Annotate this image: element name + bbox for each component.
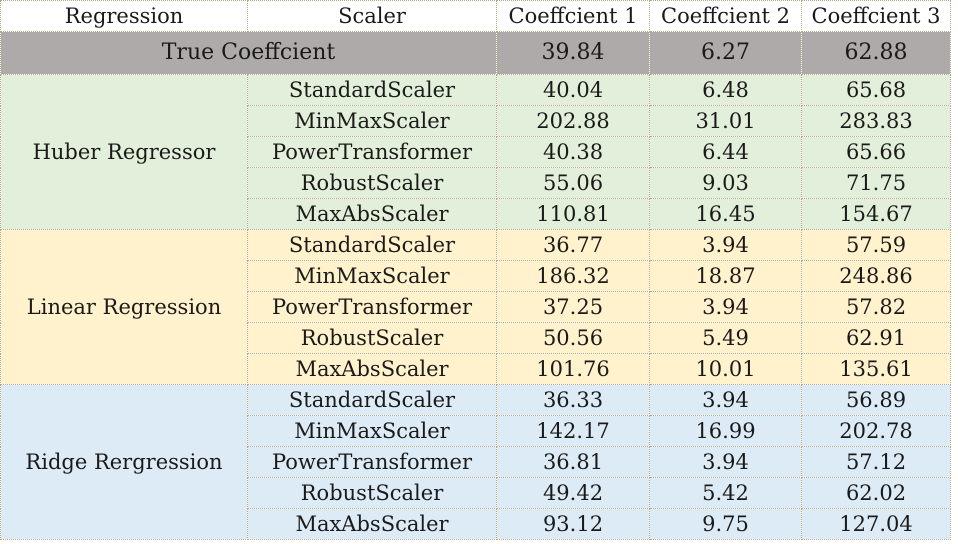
true-coefficient-3: 62.88 bbox=[801, 31, 951, 75]
coef1-cell: 55.06 bbox=[496, 167, 650, 199]
scaler-cell: MinMaxScaler bbox=[247, 415, 497, 447]
scaler-cell: PowerTransformer bbox=[247, 291, 497, 323]
group-label-huber: Huber Regressor bbox=[0, 74, 248, 230]
table-row: Ridge Rergression StandardScaler 36.33 3… bbox=[0, 384, 951, 540]
true-coefficient-2: 6.27 bbox=[649, 31, 802, 75]
coef2-cell: 31.01 bbox=[649, 105, 802, 137]
coef3-cell: 71.75 bbox=[801, 167, 951, 199]
header-row: Regression Scaler Coeffcient 1 Coeffcien… bbox=[0, 0, 951, 32]
coef3-cell: 135.61 bbox=[801, 353, 951, 385]
coef1-cell: 142.17 bbox=[496, 415, 650, 447]
coef2-cell: 5.49 bbox=[649, 322, 802, 354]
coef1-cell: 40.38 bbox=[496, 136, 650, 168]
coef2-cell: 10.01 bbox=[649, 353, 802, 385]
coef1-cell: 186.32 bbox=[496, 260, 650, 292]
coef1-cell: 36.81 bbox=[496, 446, 650, 478]
coef2-cell: 6.48 bbox=[649, 74, 802, 106]
coef3-cell: 154.67 bbox=[801, 198, 951, 230]
coef3-cell: 57.82 bbox=[801, 291, 951, 323]
coef3-cell: 127.04 bbox=[801, 508, 951, 540]
coef3-cell: 202.78 bbox=[801, 415, 951, 447]
scaler-cell: StandardScaler bbox=[247, 229, 497, 261]
coef3-cell: 65.66 bbox=[801, 136, 951, 168]
scaler-cell: RobustScaler bbox=[247, 477, 497, 509]
true-coefficient-label: True Coeffcient bbox=[0, 31, 497, 75]
scaler-cell: MinMaxScaler bbox=[247, 105, 497, 137]
coef1-cell: 93.12 bbox=[496, 508, 650, 540]
coef1-cell: 110.81 bbox=[496, 198, 650, 230]
coef3-cell: 56.89 bbox=[801, 384, 951, 416]
coef1-cell: 101.76 bbox=[496, 353, 650, 385]
scaler-cell: RobustScaler bbox=[247, 167, 497, 199]
coef1-cell: 40.04 bbox=[496, 74, 650, 106]
coef2-cell: 3.94 bbox=[649, 384, 802, 416]
table-row: Huber Regressor StandardScaler 40.04 6.4… bbox=[0, 74, 951, 230]
coef2-cell: 3.94 bbox=[649, 291, 802, 323]
true-coefficient-row: True Coeffcient 39.84 6.27 62.88 bbox=[0, 31, 951, 75]
scaler-cell: RobustScaler bbox=[247, 322, 497, 354]
header-coefficient-3: Coeffcient 3 bbox=[801, 0, 951, 32]
scaler-cell: MaxAbsScaler bbox=[247, 198, 497, 230]
coef2-cell: 16.45 bbox=[649, 198, 802, 230]
group-label-linear: Linear Regression bbox=[0, 229, 248, 385]
true-coefficient-1: 39.84 bbox=[496, 31, 650, 75]
scaler-cell: MaxAbsScaler bbox=[247, 353, 497, 385]
coef1-cell: 202.88 bbox=[496, 105, 650, 137]
header-coefficient-2: Coeffcient 2 bbox=[649, 0, 802, 32]
coef2-cell: 5.42 bbox=[649, 477, 802, 509]
coef2-cell: 9.75 bbox=[649, 508, 802, 540]
coef1-cell: 36.77 bbox=[496, 229, 650, 261]
coef1-cell: 37.25 bbox=[496, 291, 650, 323]
coef2-cell: 9.03 bbox=[649, 167, 802, 199]
coef1-cell: 36.33 bbox=[496, 384, 650, 416]
coef2-cell: 3.94 bbox=[649, 446, 802, 478]
coef2-cell: 3.94 bbox=[649, 229, 802, 261]
coef2-cell: 18.87 bbox=[649, 260, 802, 292]
group-label-ridge: Ridge Rergression bbox=[0, 384, 248, 540]
table-row: MinMaxScaler 202.88 31.01 283.83 bbox=[0, 105, 951, 137]
scaler-cell: StandardScaler bbox=[247, 384, 497, 416]
coef3-cell: 57.12 bbox=[801, 446, 951, 478]
coef1-cell: 50.56 bbox=[496, 322, 650, 354]
scaler-cell: PowerTransformer bbox=[247, 136, 497, 168]
coef3-cell: 57.59 bbox=[801, 229, 951, 261]
header-regression: Regression bbox=[0, 0, 248, 32]
table-row: Linear Regression StandardScaler 36.77 3… bbox=[0, 229, 951, 385]
coef1-cell: 49.42 bbox=[496, 477, 650, 509]
header-coefficient-1: Coeffcient 1 bbox=[496, 0, 650, 32]
table-row: PowerTransformer 37.25 3.94 57.82 bbox=[0, 291, 951, 323]
scaler-cell: MaxAbsScaler bbox=[247, 508, 497, 540]
scaler-cell: StandardScaler bbox=[247, 74, 497, 106]
coef3-cell: 62.91 bbox=[801, 322, 951, 354]
coef2-cell: 6.44 bbox=[649, 136, 802, 168]
coef3-cell: 65.68 bbox=[801, 74, 951, 106]
scaler-cell: MinMaxScaler bbox=[247, 260, 497, 292]
coef3-cell: 283.83 bbox=[801, 105, 951, 137]
coef2-cell: 16.99 bbox=[649, 415, 802, 447]
header-scaler: Scaler bbox=[247, 0, 497, 32]
coef3-cell: 62.02 bbox=[801, 477, 951, 509]
coef3-cell: 248.86 bbox=[801, 260, 951, 292]
scaler-cell: PowerTransformer bbox=[247, 446, 497, 478]
